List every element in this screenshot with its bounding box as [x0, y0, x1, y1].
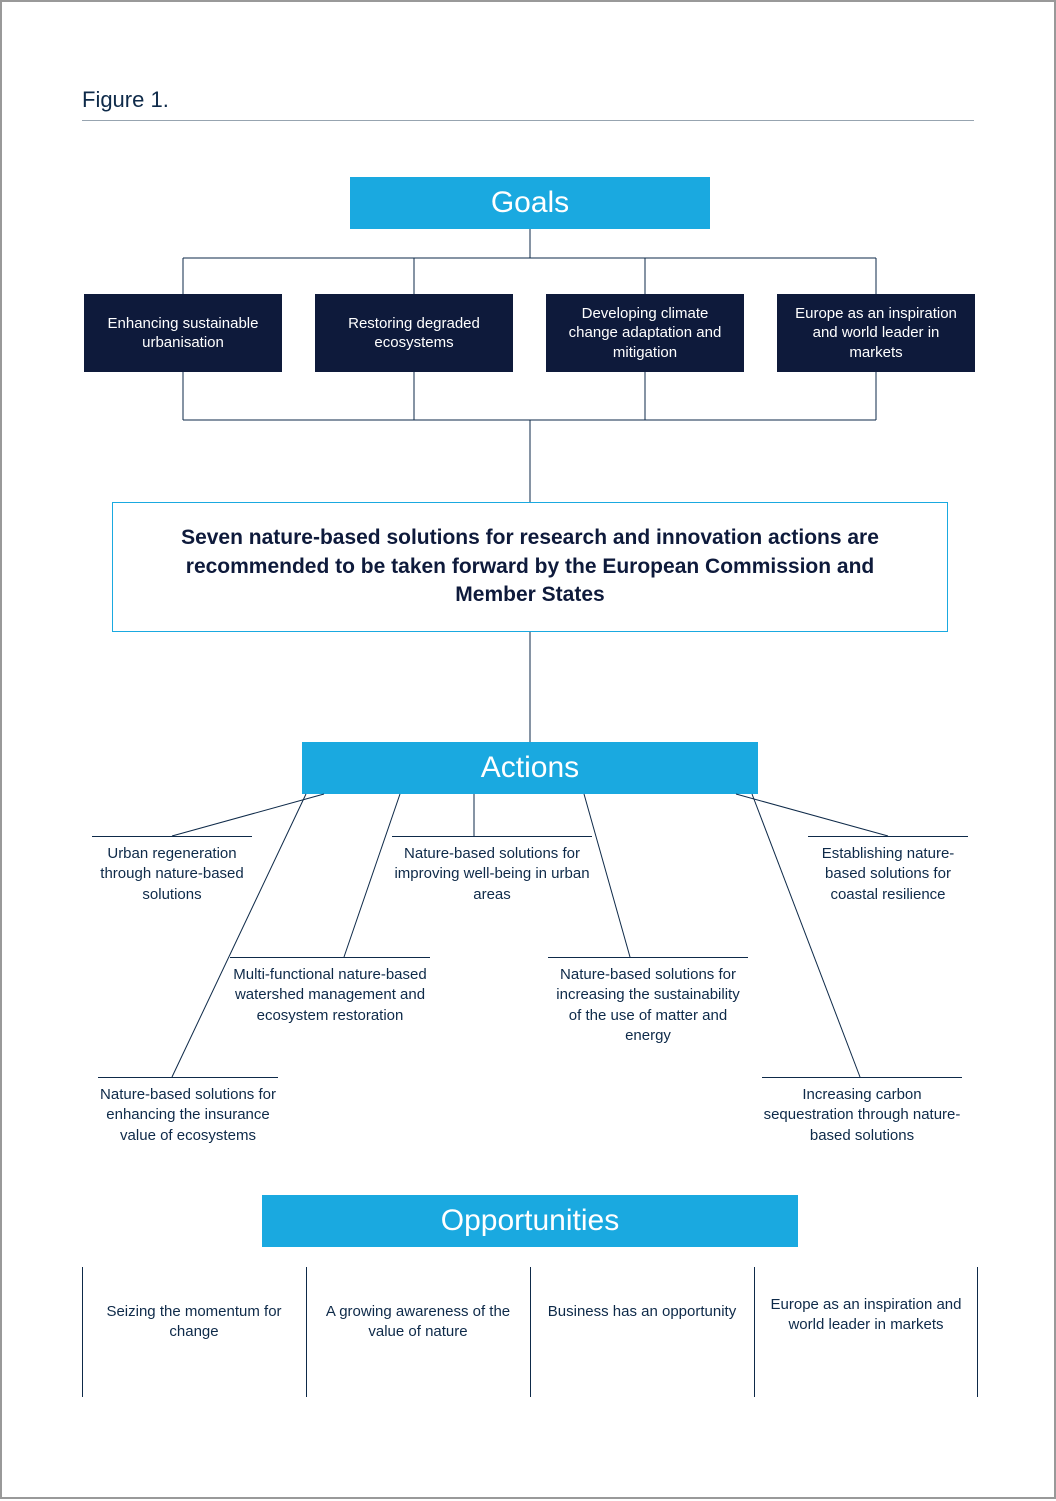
action-rule	[548, 957, 748, 958]
opportunity-divider	[754, 1267, 755, 1397]
action-rule	[762, 1077, 962, 1078]
action-label: Nature-based solutions for enhancing the…	[98, 1085, 278, 1146]
action-label: Nature-based solutions for improving wel…	[392, 844, 592, 905]
opportunity-label: Business has an opportunity	[540, 1302, 744, 1322]
goals-header: Goals	[350, 177, 710, 229]
action-label: Urban regeneration through nature-based …	[92, 844, 252, 905]
action-label: Increasing carbon sequestration through …	[762, 1085, 962, 1146]
opportunity-label: Seizing the momentum for change	[92, 1302, 296, 1343]
action-rule	[230, 957, 430, 958]
action-label: Establishing nature-based solutions for …	[808, 844, 968, 905]
opportunity-label: Europe as an inspiration and world leade…	[764, 1295, 968, 1336]
action-label: Nature-based solutions for increasing th…	[548, 965, 748, 1046]
goal-box: Restoring degraded ecosystems	[315, 294, 513, 372]
action-rule	[92, 836, 252, 837]
goal-box: Developing climate change adaptation and…	[546, 294, 744, 372]
opportunity-divider	[306, 1267, 307, 1397]
action-rule	[392, 836, 592, 837]
opportunity-divider	[82, 1267, 83, 1397]
opportunity-divider	[977, 1267, 978, 1397]
goal-box: Enhancing sustainable urbanisation	[84, 294, 282, 372]
recommendation-box: Seven nature-based solutions for researc…	[112, 502, 948, 632]
action-rule	[98, 1077, 278, 1078]
opportunities-header: Opportunities	[262, 1195, 798, 1247]
figure-underline	[82, 120, 974, 121]
figure-label: Figure 1.	[82, 87, 169, 113]
action-label: Multi-functional nature-based watershed …	[230, 965, 430, 1026]
goal-box: Europe as an inspiration and world leade…	[777, 294, 975, 372]
action-rule	[808, 836, 968, 837]
opportunity-divider	[530, 1267, 531, 1397]
actions-header: Actions	[302, 742, 758, 794]
figure-page: Figure 1. Goals Actions Opportunities En…	[0, 0, 1056, 1499]
opportunity-label: A growing awareness of the value of natu…	[316, 1302, 520, 1343]
